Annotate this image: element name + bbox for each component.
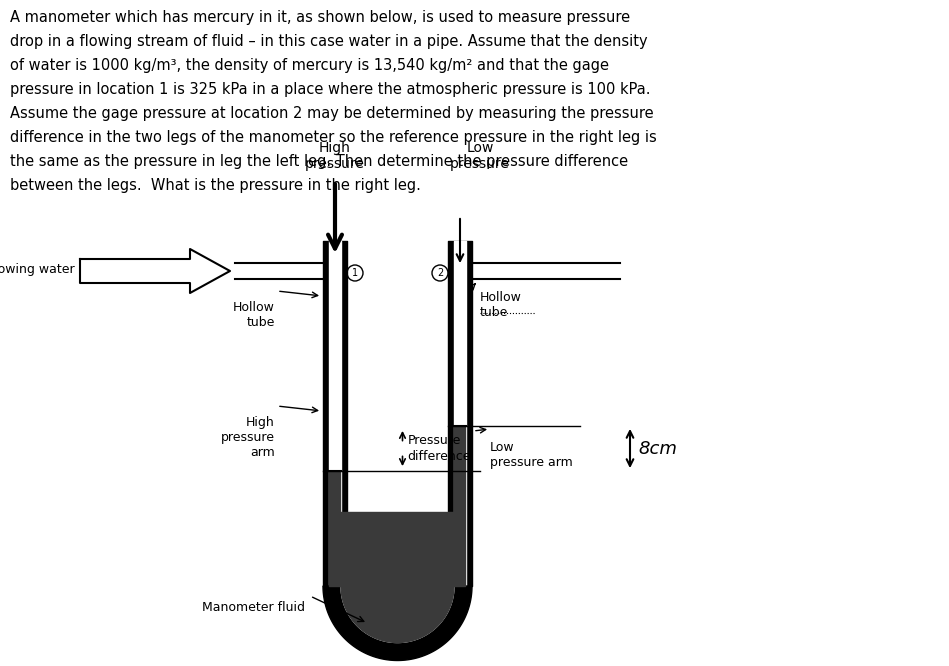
Text: Manometer fluid: Manometer fluid <box>202 601 305 614</box>
Text: Low
pressure arm: Low pressure arm <box>490 441 573 469</box>
Text: pressure in location 1 is 325 kPa in a place where the atmospheric pressure is 1: pressure in location 1 is 325 kPa in a p… <box>10 82 650 97</box>
Text: of water is 1000 kg/m³, the density of mercury is 13,540 kg/m² and that the gage: of water is 1000 kg/m³, the density of m… <box>10 58 609 73</box>
Polygon shape <box>341 586 454 643</box>
Text: Low
pressure: Low pressure <box>450 141 510 171</box>
Text: Pressure
difference: Pressure difference <box>407 434 471 462</box>
Text: High
pressure
arm: High pressure arm <box>221 416 275 459</box>
Text: Flowing water: Flowing water <box>0 262 75 276</box>
Text: 1: 1 <box>352 268 358 278</box>
Polygon shape <box>323 586 472 661</box>
Text: 8cm: 8cm <box>638 440 677 458</box>
Text: Hollow
tube: Hollow tube <box>480 291 522 319</box>
Text: between the legs.  What is the pressure in the right leg.: between the legs. What is the pressure i… <box>10 178 420 193</box>
Text: the same as the pressure in leg the left leg. Then determine the pressure differ: the same as the pressure in leg the left… <box>10 154 628 169</box>
Text: High
pressure: High pressure <box>305 141 365 171</box>
Text: A manometer which has mercury in it, as shown below, is used to measure pressure: A manometer which has mercury in it, as … <box>10 10 630 25</box>
Polygon shape <box>341 586 454 643</box>
Text: 2: 2 <box>437 268 443 278</box>
Text: drop in a flowing stream of fluid – in this case water in a pipe. Assume that th: drop in a flowing stream of fluid – in t… <box>10 34 647 49</box>
Text: Assume the gage pressure at location 2 may be determined by measuring the pressu: Assume the gage pressure at location 2 m… <box>10 106 654 121</box>
Text: difference in the two legs of the manometer so the reference pressure in the rig: difference in the two legs of the manome… <box>10 130 657 145</box>
Text: Hollow
tube: Hollow tube <box>233 301 275 329</box>
